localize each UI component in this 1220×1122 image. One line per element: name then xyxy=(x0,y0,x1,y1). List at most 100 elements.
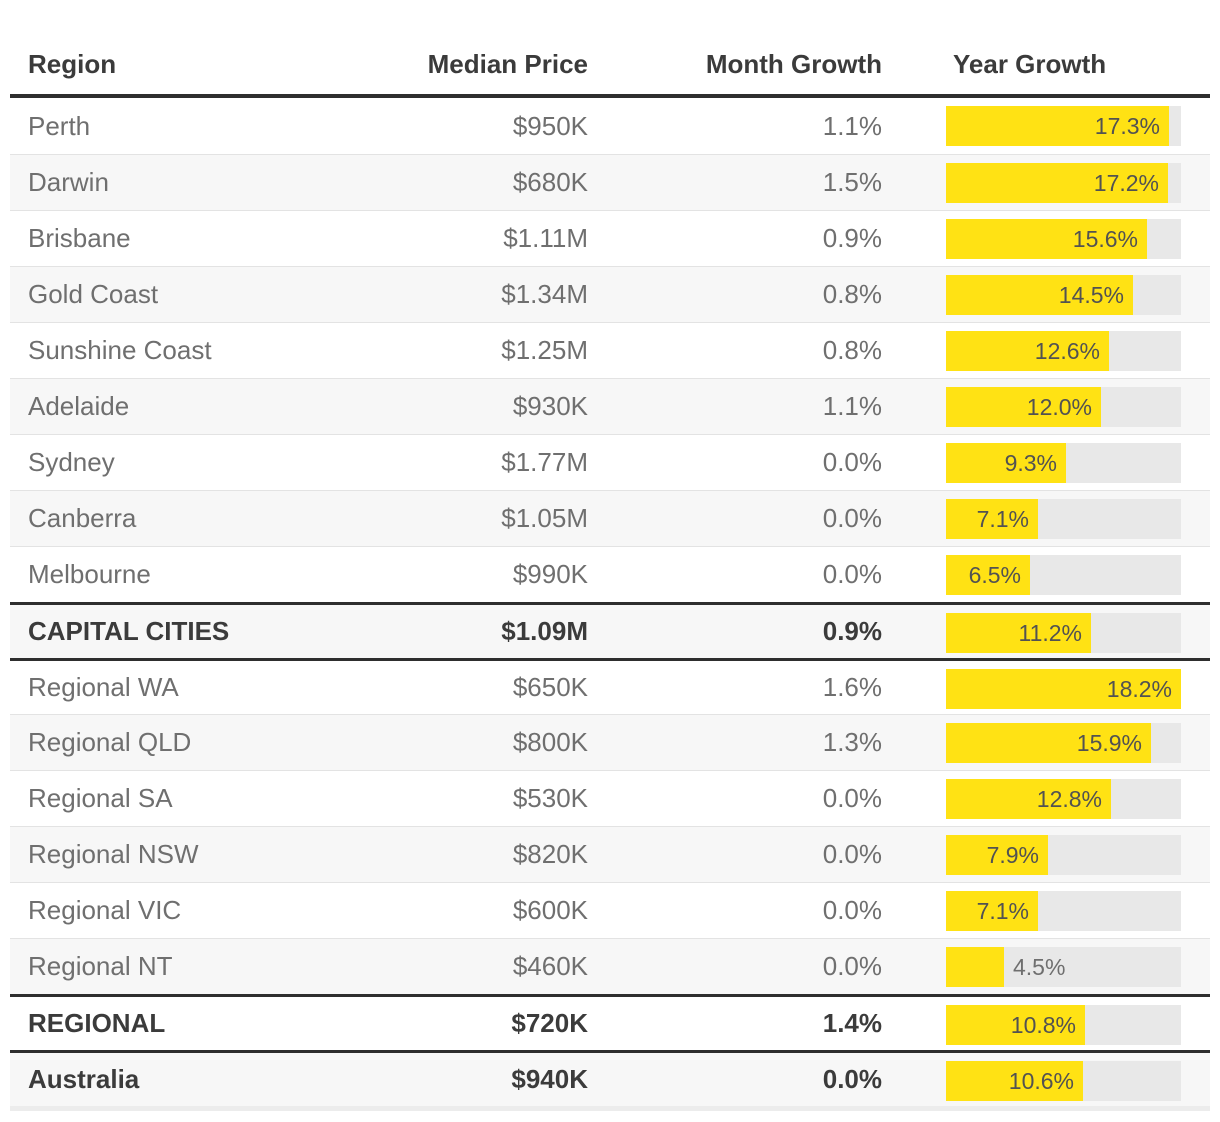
median-price-cell: $930K xyxy=(512,391,588,421)
month-growth-cell: 0.8% xyxy=(822,279,882,309)
year-growth-bar-track: 7.1% xyxy=(946,891,1181,931)
month-growth-cell: 0.0% xyxy=(822,1064,882,1094)
year-growth-bar-fill xyxy=(946,835,1048,875)
year-growth-label: 6.5% xyxy=(968,562,1021,588)
year-growth-label: 10.8% xyxy=(1010,1012,1076,1038)
month-growth-cell: 0.9% xyxy=(822,616,882,646)
table-row: Regional SA $530K 0.0% 12.8% xyxy=(10,770,1210,826)
year-growth-bar-track: 4.5% xyxy=(946,947,1181,987)
region-cell: REGIONAL xyxy=(28,1008,166,1038)
year-growth-bar-track: 17.3% xyxy=(946,106,1181,146)
year-growth-bar-fill xyxy=(946,163,1168,203)
table-row: Adelaide $930K 1.1% 12.0% xyxy=(10,378,1210,434)
year-growth-bar-track: 11.2% xyxy=(946,613,1181,653)
region-cell: Gold Coast xyxy=(28,279,159,309)
region-cell: Perth xyxy=(28,110,91,141)
year-growth-bar-fill xyxy=(946,387,1101,427)
year-growth-label: 7.9% xyxy=(986,842,1039,868)
table-row: Perth $950K 1.1% 17.3% xyxy=(10,98,1210,154)
median-price-cell: $950K xyxy=(512,110,588,141)
year-growth-label: 17.3% xyxy=(1094,113,1160,139)
year-growth-bar-track: 7.9% xyxy=(946,835,1181,875)
region-cell: Regional NT xyxy=(28,951,173,981)
region-cell: Regional VIC xyxy=(28,895,182,925)
year-growth-bar-fill xyxy=(946,723,1151,763)
year-growth-bar-fill xyxy=(946,443,1066,483)
median-price-cell: $1.11M xyxy=(503,223,588,253)
region-cell: Regional NSW xyxy=(28,839,199,869)
column-header-year-growth: Year Growth xyxy=(953,49,1107,79)
month-growth-cell: 1.4% xyxy=(822,1008,882,1038)
median-price-cell: $720K xyxy=(511,1008,588,1038)
year-growth-bar-fill xyxy=(946,947,1004,987)
month-growth-cell: 0.0% xyxy=(822,503,882,533)
year-growth-bar-fill xyxy=(946,891,1038,931)
month-growth-cell: 0.0% xyxy=(822,559,882,589)
table-row: Brisbane $1.11M 0.9% 15.6% xyxy=(10,210,1210,266)
summary-row: REGIONAL $720K 1.4% 10.8% xyxy=(10,994,1210,1050)
median-price-cell: $650K xyxy=(512,672,588,702)
table-row: Regional NT $460K 0.0% 4.5% xyxy=(10,938,1210,994)
month-growth-cell: 0.0% xyxy=(822,951,882,981)
summary-row: Australia $940K 0.0% 10.6% xyxy=(10,1050,1210,1106)
year-growth-label: 12.0% xyxy=(1026,394,1092,420)
month-growth-cell: 1.1% xyxy=(822,110,882,141)
median-price-cell: $530K xyxy=(512,783,588,813)
median-price-cell: $1.77M xyxy=(501,447,588,477)
year-growth-label: 17.2% xyxy=(1093,170,1159,196)
region-cell: Adelaide xyxy=(28,391,130,421)
month-growth-cell: 1.6% xyxy=(822,672,882,702)
month-growth-cell: 0.0% xyxy=(822,895,882,925)
year-growth-bar-fill xyxy=(946,275,1133,315)
table-row: Regional QLD $800K 1.3% 15.9% xyxy=(10,714,1210,770)
table-row: Melbourne $990K 0.0% 6.5% xyxy=(10,546,1210,602)
year-growth-bar-track: 12.8% xyxy=(946,779,1181,819)
median-price-cell: $600K xyxy=(512,895,588,925)
year-growth-bar-track: 12.0% xyxy=(946,387,1181,427)
year-growth-label: 15.6% xyxy=(1072,226,1138,252)
year-growth-bar-fill xyxy=(946,779,1111,819)
column-header-month-growth: Month Growth xyxy=(705,49,882,79)
year-growth-bar-track: 7.1% xyxy=(946,499,1181,539)
month-growth-cell: 0.0% xyxy=(822,447,882,477)
year-growth-label: 4.5% xyxy=(1013,954,1066,980)
year-growth-bar-fill xyxy=(946,219,1147,259)
table-row: Sunshine Coast $1.25M 0.8% 12.6% xyxy=(10,322,1210,378)
region-cell: Darwin xyxy=(28,167,109,197)
month-growth-cell: 0.0% xyxy=(822,783,882,813)
year-growth-bar-fill xyxy=(946,669,1181,709)
year-growth-bar-track: 10.8% xyxy=(946,1005,1181,1045)
year-growth-bar-track: 6.5% xyxy=(946,555,1181,595)
year-growth-bar-fill xyxy=(946,555,1030,595)
year-growth-label: 11.2% xyxy=(1018,620,1082,646)
summary-row: CAPITAL CITIES $1.09M 0.9% 11.2% xyxy=(10,602,1210,658)
table-row: Regional VIC $600K 0.0% 7.1% xyxy=(10,882,1210,938)
year-growth-bar-track: 14.5% xyxy=(946,275,1181,315)
year-growth-label: 7.1% xyxy=(976,506,1029,532)
region-cell: Regional WA xyxy=(28,672,179,702)
table-row: Canberra $1.05M 0.0% 7.1% xyxy=(10,490,1210,546)
table-row: Gold Coast $1.34M 0.8% 14.5% xyxy=(10,266,1210,322)
median-price-cell: $820K xyxy=(512,839,588,869)
region-cell: Canberra xyxy=(28,503,137,533)
year-growth-bar-fill xyxy=(946,613,1091,653)
table-header-row: Region Median Price Month Growth Year Gr… xyxy=(10,0,1210,98)
year-growth-label: 15.9% xyxy=(1076,730,1142,756)
year-growth-bar-track: 12.6% xyxy=(946,331,1181,371)
month-growth-cell: 0.0% xyxy=(822,839,882,869)
median-price-cell: $1.25M xyxy=(501,335,588,365)
year-growth-label: 18.2% xyxy=(1106,676,1172,702)
year-growth-label: 12.6% xyxy=(1034,338,1100,364)
median-price-cell: $1.09M xyxy=(501,616,588,646)
year-growth-label: 7.1% xyxy=(976,898,1029,924)
month-growth-cell: 0.9% xyxy=(822,223,882,253)
region-cell: Melbourne xyxy=(28,559,151,589)
median-price-cell: $460K xyxy=(512,951,588,981)
region-cell: Brisbane xyxy=(28,223,131,253)
median-price-cell: $1.05M xyxy=(501,503,588,533)
month-growth-cell: 1.5% xyxy=(822,167,882,197)
year-growth-bar-track: 17.2% xyxy=(946,163,1181,203)
year-growth-bar-track: 10.6% xyxy=(946,1061,1181,1101)
year-growth-label: 10.6% xyxy=(1008,1068,1074,1094)
table-row: Sydney $1.77M 0.0% 9.3% xyxy=(10,434,1210,490)
